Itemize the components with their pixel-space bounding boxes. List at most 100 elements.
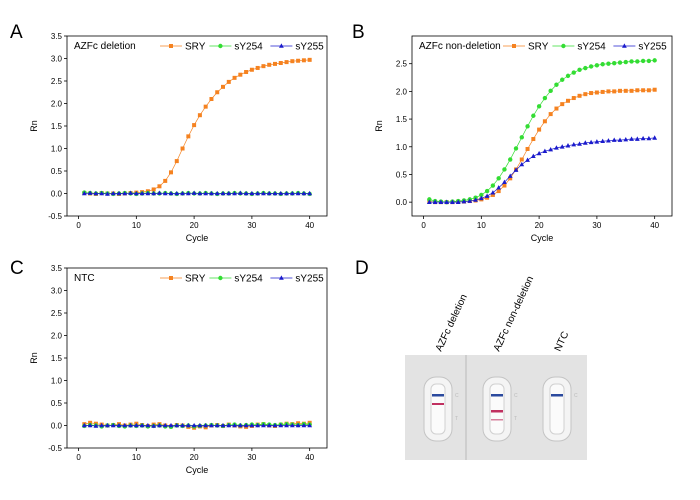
panel-letter-a: A [10,22,23,43]
legend-marker-sy254 [218,275,223,281]
data-point-sy255 [307,190,313,196]
data-point-sy255 [157,422,162,428]
data-point-sy254 [629,59,634,64]
y-tick-label: 2.5 [396,60,408,69]
data-point-sy255 [450,199,455,204]
data-point-sy255 [426,199,432,204]
chart-title: NTC [74,273,95,284]
data-point-sry [629,88,634,93]
data-point-sy255 [214,190,220,196]
data-point-sy255 [162,422,168,428]
data-point-sy255 [295,422,301,428]
series-sry [427,87,657,205]
data-point-sy255 [93,190,99,196]
data-point-sy255 [496,185,502,190]
data-point-sry [174,159,179,164]
x-tick-label: 30 [592,221,601,230]
data-point-sry [186,134,191,139]
data-point-sry [169,170,173,175]
y-tick-label: 1.0 [51,377,63,386]
data-point-sy254 [531,113,536,118]
strip-1-control-band [432,394,444,397]
data-point-sy255 [640,135,646,141]
y-tick-label: 2.5 [51,77,63,86]
data-point-sy255 [81,422,87,428]
strip-1-c-letter: C [455,393,459,399]
data-point-sy255 [272,422,278,428]
x-tick-label: 30 [247,453,256,462]
data-point-sy255 [530,153,536,158]
data-point-sy255 [284,422,289,428]
legend-marker-sy254 [561,43,566,49]
data-point-sy255 [191,422,197,428]
data-point-sry [232,75,237,80]
data-point-sry [284,60,289,65]
y-axis-label: Rn [29,352,39,364]
x-tick-label: 20 [190,453,199,462]
strip-window-1 [430,383,446,435]
data-point-sry [267,62,272,67]
data-point-sry [151,187,156,192]
data-point-sry [600,89,605,94]
strip-2-c-letter: C [514,393,518,399]
data-point-sry [238,72,243,77]
data-point-sy254 [427,197,432,202]
data-point-sy255 [278,190,284,196]
data-point-sy254 [577,67,582,72]
series-sy254 [427,58,657,205]
data-point-sy254 [536,104,542,109]
data-point-sy255 [151,190,157,196]
y-tick-label: 0.0 [396,198,408,207]
data-point-sy255 [646,135,652,141]
data-point-sry [560,102,565,107]
data-point-sy255 [209,190,214,196]
strip-label-azfc-deletion: AZFc deletion [434,293,470,354]
data-point-sy254 [513,146,519,151]
data-point-sy255 [168,190,174,196]
panel-letter-d: D [355,258,369,279]
series-line-sry [84,59,310,195]
data-point-sry [255,65,260,70]
chart-title: AZFc deletion [74,41,136,52]
y-tick-label: 1.5 [51,122,63,131]
data-point-sy254 [635,59,640,64]
y-axis-label: Rn [374,120,384,132]
legend-label-sy254: sY254 [234,42,263,53]
data-point-sy254 [560,77,565,82]
data-point-sy255 [180,190,185,196]
y-tick-label: 0.0 [51,190,63,199]
data-point-sry [180,146,185,151]
data-point-sy255 [116,190,122,196]
y-tick-label: 3.0 [51,55,63,64]
legend-label-sry: SRY [528,42,549,53]
x-tick-label: 10 [477,221,486,230]
data-point-sy255 [542,148,548,153]
data-point-sy255 [432,199,438,204]
data-point-sy255 [249,422,255,428]
data-point-sy255 [278,422,284,428]
data-point-sy255 [571,141,577,147]
strip-window-3 [549,383,565,435]
data-point-sry [209,97,214,101]
data-point-sy255 [185,190,191,196]
series-line-sy255 [84,192,310,195]
data-point-sry [594,90,599,95]
data-point-sry [496,189,501,194]
data-point-sy255 [444,199,450,204]
data-point-sy255 [209,422,214,428]
panel-letter-c: C [10,258,24,279]
plot-frame [66,267,328,449]
data-point-sy254 [565,73,571,79]
y-tick-label: 0.0 [51,422,63,431]
data-point-sy255 [116,422,122,428]
x-axis-label: Cycle [186,465,209,475]
legend-marker-sry [512,44,516,48]
x-axis-label: Cycle [531,233,554,243]
legend-marker-sry [169,276,173,280]
legend: SRY sY254 sY255 [160,42,324,53]
data-point-sy255 [232,422,237,428]
data-point-sy255 [438,199,444,204]
data-point-sy255 [634,136,640,141]
series-line-sy255 [429,137,655,203]
data-point-sy255 [467,198,473,203]
